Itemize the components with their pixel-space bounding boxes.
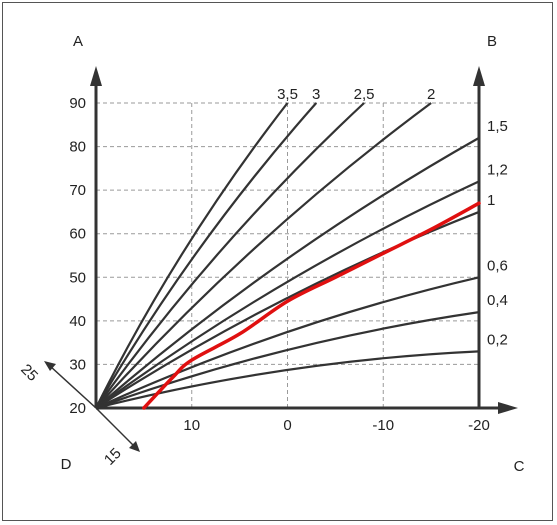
series-line	[95, 311, 480, 410]
y-tick-label: 40	[69, 313, 86, 330]
y-tick-label: 80	[69, 139, 86, 156]
series-line	[95, 136, 480, 409]
corner-label-d: D	[61, 456, 72, 473]
corner-label-c: C	[514, 458, 525, 475]
series-line	[95, 180, 480, 409]
highlight-curve-line	[142, 201, 481, 410]
diag-axis-down-arrow	[129, 441, 140, 452]
series-label: 1,2	[487, 161, 508, 178]
y-tick-label: 20	[69, 400, 86, 417]
chart-frame	[2, 2, 553, 521]
x-axis-arrow	[498, 402, 518, 414]
grid	[96, 102, 479, 408]
y-axis-arrow	[90, 66, 102, 86]
highlight-curve	[142, 201, 481, 410]
y-tick-label: 90	[69, 95, 86, 112]
right-axis-arrow	[473, 66, 485, 86]
series-label: 0,4	[487, 292, 508, 309]
diag-axis-up-arrow	[44, 361, 56, 371]
series-line	[95, 102, 318, 409]
series-label: 1	[487, 192, 495, 209]
series-label: 3	[312, 86, 320, 103]
series-label: 0,6	[487, 257, 508, 274]
series-label: 2	[427, 86, 435, 103]
x-tick-label: 10	[183, 417, 200, 434]
series-line	[95, 102, 432, 409]
axes	[44, 66, 518, 452]
diag-axis-up	[49, 365, 97, 409]
x-tick-label: 0	[283, 417, 291, 434]
series-label: 0,2	[487, 331, 508, 348]
series-label: 1,5	[487, 118, 508, 135]
y-tick-label: 50	[69, 269, 86, 286]
y-tick-label: 70	[69, 182, 86, 199]
x-tick-label: -10	[372, 417, 394, 434]
corner-label-a: A	[73, 33, 83, 50]
series-line	[95, 102, 289, 409]
series-line	[95, 276, 480, 410]
series-label: 3,5	[277, 86, 298, 103]
diag-label-up: 25	[17, 361, 41, 385]
x-tick-label: -20	[468, 417, 490, 434]
corner-label-b: B	[487, 33, 497, 50]
series-line	[95, 350, 480, 410]
diag-label-down: 15	[101, 445, 125, 469]
diag-axis-down	[95, 407, 135, 447]
y-tick-label: 30	[69, 356, 86, 373]
series-label: 2,5	[354, 86, 375, 103]
series-line	[95, 102, 365, 409]
y-tick-label: 60	[69, 226, 86, 243]
